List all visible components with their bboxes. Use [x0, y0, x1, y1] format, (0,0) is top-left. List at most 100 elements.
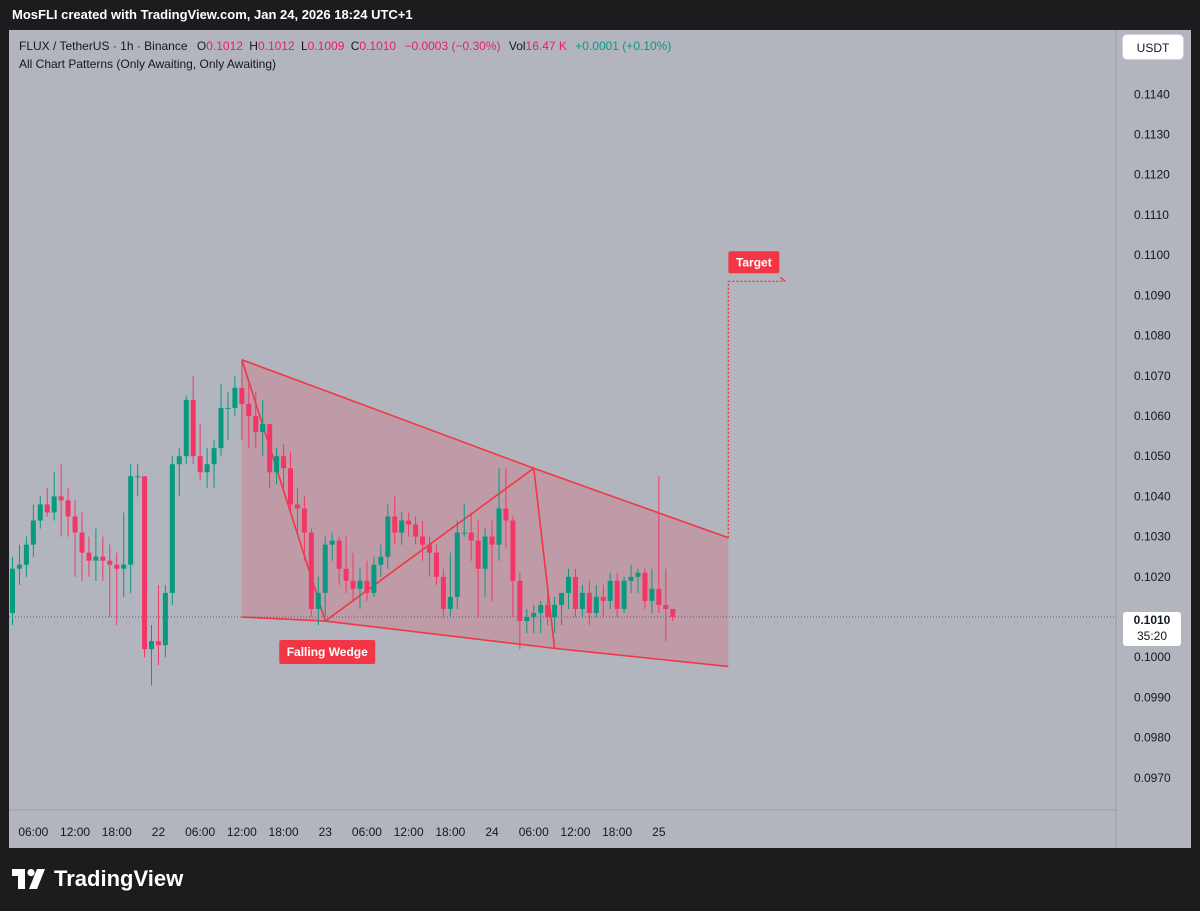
candle-body	[204, 464, 210, 473]
candle-body	[10, 568, 15, 613]
candle-body	[399, 520, 405, 533]
candle-body	[482, 536, 488, 569]
candle-body	[142, 476, 148, 650]
wedge-lower-line	[241, 616, 729, 668]
candle-body	[566, 576, 571, 593]
legend: FLUX / TetherUS · 1h · Binance O0.1012 H…	[19, 37, 671, 73]
candle-body	[128, 476, 134, 565]
target-label-box	[728, 251, 780, 274]
close-value: 0.1010	[359, 39, 397, 53]
y-tick-label: 0.1130	[1134, 128, 1170, 142]
candle-body	[232, 387, 238, 408]
price-axis: 0.11500.11400.11300.11200.11100.11000.10…	[1115, 30, 1171, 848]
candle-body	[86, 552, 92, 561]
x-tick-label: 12:00	[560, 825, 590, 839]
target-label: Target	[728, 251, 780, 274]
candle-body	[385, 516, 391, 557]
symbol-info[interactable]: FLUX / TetherUS · 1h · Binance	[19, 39, 188, 53]
candle-body	[649, 588, 655, 601]
candle-body	[454, 532, 460, 597]
y-tick-label: 0.1120	[1134, 168, 1170, 182]
candle-body	[371, 564, 377, 593]
candle-body	[149, 641, 154, 650]
y-tick-label: 0.1060	[1134, 409, 1171, 423]
indicator-name[interactable]: All Chart Patterns (Only Awaiting, Only …	[19, 57, 277, 71]
plot-background	[9, 30, 1116, 810]
x-tick-label: 18:00	[102, 825, 132, 839]
candle-body	[239, 387, 245, 404]
candle-body	[433, 552, 439, 577]
candle-body	[593, 596, 599, 613]
x-tick-label: 06:00	[185, 825, 215, 839]
candle-body	[427, 544, 432, 553]
target-label-text: Target	[736, 255, 772, 269]
candle-body	[670, 608, 676, 618]
y-tick-label: 0.1020	[1134, 570, 1171, 584]
candle-body	[343, 568, 349, 581]
candle-body	[274, 456, 280, 473]
candle-body	[218, 407, 224, 449]
wedge-fill	[241, 359, 729, 667]
candle-body	[524, 617, 530, 622]
low-value: 0.1009	[307, 39, 345, 53]
tradingview-wordmark: TradingView	[54, 866, 184, 891]
open-label: O	[196, 39, 207, 53]
candle-body	[413, 524, 419, 537]
candle-body	[162, 592, 168, 646]
time-axis: 06:00 12:00 18:00 22 06:00 12:00 18:00 23 06:00 1…	[9, 809, 1116, 839]
candle-body	[260, 424, 266, 433]
candle-body	[44, 504, 50, 513]
candle-body	[642, 572, 648, 601]
candle-body	[211, 448, 217, 465]
candle-body	[489, 536, 495, 545]
candle-body	[288, 468, 293, 505]
candle-body	[406, 520, 412, 525]
x-tick-label: 06:00	[18, 825, 48, 839]
candle-body	[107, 560, 113, 565]
x-tick-label: 25	[652, 825, 666, 839]
footer: TradingView	[0, 848, 1200, 911]
candle-body	[329, 540, 335, 545]
x-tick-label: 24	[485, 825, 499, 839]
pattern-name-label: Falling Wedge	[279, 640, 376, 665]
x-tick-label: 12:00	[227, 825, 257, 839]
candle-body	[301, 508, 307, 533]
candle-body	[447, 596, 453, 609]
candle-body	[294, 504, 300, 509]
indicator-row[interactable]: All Chart Patterns (Only Awaiting, Only …	[19, 55, 671, 73]
last-price-label: 0.1010 35:20	[1123, 612, 1181, 646]
candle-body	[190, 399, 196, 457]
candle-body	[364, 580, 370, 593]
candle-body	[246, 403, 252, 416]
target-arrow-tip	[779, 276, 786, 282]
candle-body	[579, 592, 585, 609]
candle-body	[336, 540, 342, 569]
candles	[10, 359, 676, 686]
candle-body	[79, 532, 85, 553]
candle-body	[545, 604, 551, 618]
candle-body	[225, 407, 231, 409]
candle-body	[656, 588, 662, 605]
currency-button[interactable]: USDT	[1122, 34, 1184, 60]
candle-body	[357, 580, 363, 589]
x-tick-label: 18:00	[602, 825, 632, 839]
candle-body	[503, 508, 509, 521]
candle-body	[72, 516, 78, 533]
tradingview-logo: TradingView	[12, 864, 183, 894]
y-tick-label: 0.1030	[1134, 530, 1171, 544]
candle-body	[392, 516, 398, 533]
chart-area[interactable]: 0.11500.11400.11300.11200.11100.11000.10…	[9, 30, 1191, 848]
x-tick-label: 06:00	[519, 825, 549, 839]
y-tick-label: 0.1140	[1134, 87, 1170, 101]
y-tick-label: 0.0980	[1134, 731, 1171, 745]
price-chart[interactable]: 0.11500.11400.11300.11200.11100.11000.10…	[9, 30, 1191, 848]
candle-body	[378, 556, 384, 565]
price-change: −0.0003 (−0.30%)	[404, 39, 501, 53]
candle-body	[121, 564, 127, 569]
candle-body	[621, 580, 627, 609]
candle-body	[628, 576, 634, 581]
candle-body	[552, 604, 558, 618]
x-tick-label: 12:00	[394, 825, 424, 839]
candle-body	[322, 544, 328, 593]
candle-body	[155, 641, 161, 646]
